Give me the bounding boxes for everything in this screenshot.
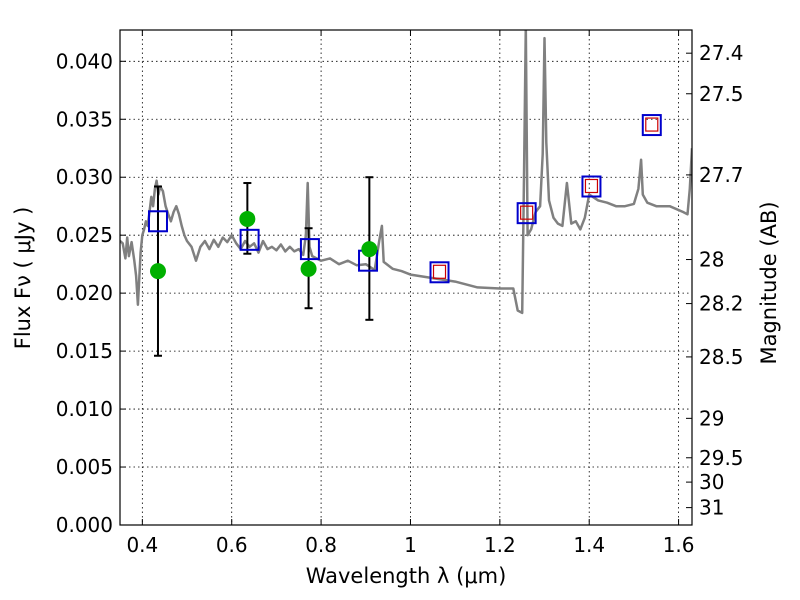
magnitude-tick-label: 28	[699, 248, 724, 272]
magnitude-tick-label: 29	[699, 406, 724, 430]
model-point	[641, 114, 662, 137]
model-point	[239, 228, 260, 251]
y-tick-label: 0.035	[56, 107, 113, 131]
y-tick-label: 0.000	[56, 513, 113, 537]
magnitude-tick-label: 28.2	[699, 292, 744, 316]
x-tick-label: 0.6	[216, 533, 248, 557]
x-tick-label: 0.4	[126, 533, 158, 557]
spectrum-series	[120, 30, 692, 315]
y-tick-label: 0.015	[56, 339, 113, 363]
model-photometry-series	[147, 114, 662, 284]
magnitude-tick-label: 27.4	[699, 41, 744, 65]
x-axis-label: Wavelength λ (μm)	[306, 564, 507, 588]
observed-point	[361, 241, 378, 258]
magnitude-tick-label: 28.5	[699, 345, 744, 369]
model-point	[147, 210, 168, 233]
errorbars	[153, 176, 374, 357]
axis-ticks: 0.4 0.6 0.8 1 1.2 1.4 1.6 0.000 0.005 0.010 0.015 0…	[56, 30, 744, 557]
x-tick-label: 1.6	[663, 533, 695, 557]
model-point-inner	[645, 117, 659, 132]
y-tick-label: 0.005	[56, 455, 113, 479]
y-tick-label: 0.040	[56, 49, 113, 73]
x-tick-label: 1.2	[484, 533, 516, 557]
y-tick-label: 0.020	[56, 281, 113, 305]
grid-lines	[120, 30, 692, 526]
y-axis-label: Flux Fν ( μJy )	[11, 207, 35, 350]
magnitude-tick-label: 27.7	[699, 163, 744, 187]
y2-axis-label: Magnitude (AB)	[757, 201, 781, 364]
y-tick-label: 0.030	[56, 165, 113, 189]
observed-point	[239, 210, 256, 227]
magnitude-tick-label: 31	[699, 496, 724, 520]
magnitude-tick-label: 27.5	[699, 82, 744, 106]
model-point-inner	[520, 205, 534, 220]
x-tick-label: 0.8	[305, 533, 337, 557]
spectrum-line	[120, 30, 692, 315]
model-point	[581, 175, 602, 198]
observed-point	[300, 260, 317, 277]
model-point	[429, 261, 450, 284]
plot-frame	[119, 29, 693, 526]
model-point-inner	[432, 264, 447, 279]
x-tick-label: 1	[404, 533, 417, 557]
magnitude-tick-label: 30	[699, 470, 724, 494]
x-tick-label: 1.4	[573, 533, 605, 557]
y-tick-label: 0.010	[56, 397, 113, 421]
magnitude-tick-label: 29.5	[699, 446, 744, 470]
observed-photometry-series	[149, 210, 378, 280]
model-point	[516, 202, 537, 225]
y-tick-label: 0.025	[56, 223, 113, 247]
model-point-inner	[584, 178, 599, 194]
observed-point	[149, 263, 166, 280]
model-point	[299, 238, 320, 261]
